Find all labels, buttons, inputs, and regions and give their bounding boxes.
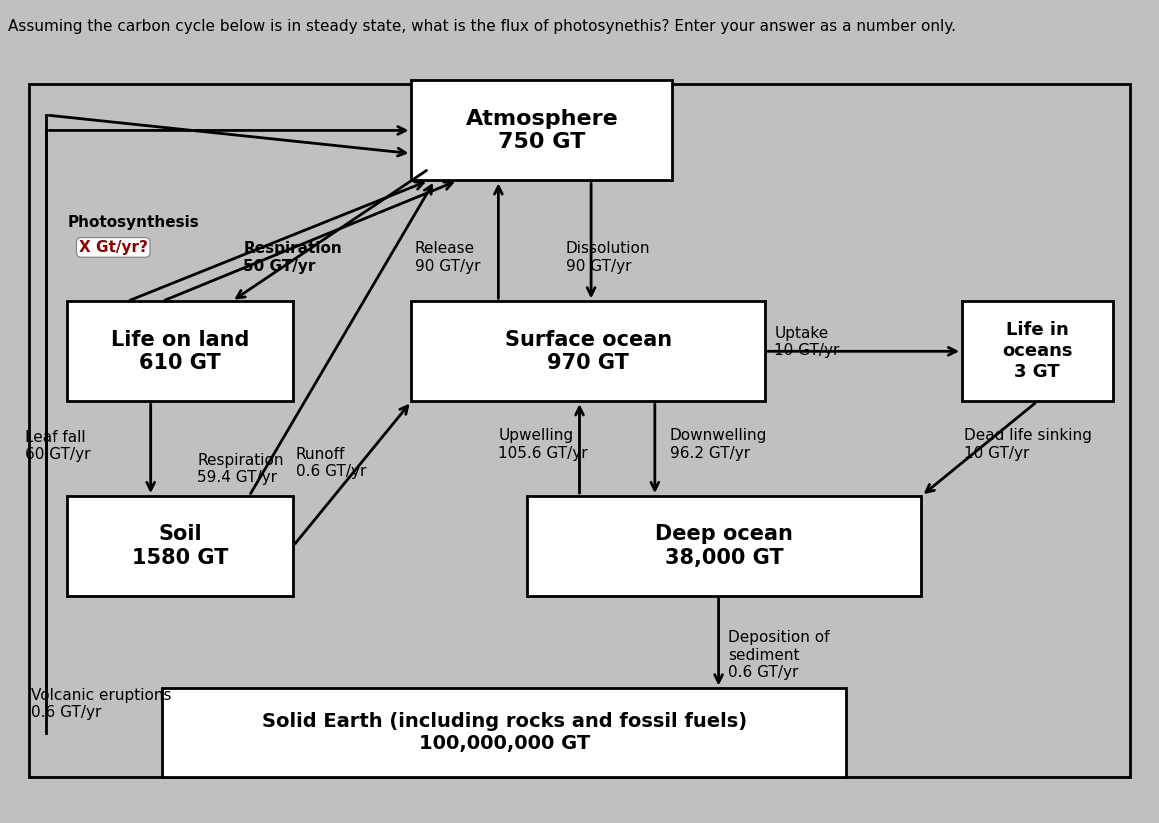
Text: Life in
oceans
3 GT: Life in oceans 3 GT: [1003, 322, 1072, 381]
Text: Deposition of
sediment
0.6 GT/yr: Deposition of sediment 0.6 GT/yr: [728, 630, 830, 680]
Text: Runoff
0.6 GT/yr: Runoff 0.6 GT/yr: [296, 447, 366, 479]
Text: Downwelling
96.2 GT/yr: Downwelling 96.2 GT/yr: [670, 428, 767, 461]
Text: Solid Earth (including rocks and fossil fuels)
100,000,000 GT: Solid Earth (including rocks and fossil …: [262, 712, 746, 753]
FancyBboxPatch shape: [962, 301, 1113, 402]
Text: Respiration
50 GT/yr: Respiration 50 GT/yr: [243, 241, 342, 273]
Text: Volcanic eruptions
0.6 GT/yr: Volcanic eruptions 0.6 GT/yr: [31, 687, 172, 720]
Text: Soil
1580 GT: Soil 1580 GT: [132, 524, 228, 568]
FancyBboxPatch shape: [411, 301, 765, 402]
Text: Respiration
59.4 GT/yr: Respiration 59.4 GT/yr: [197, 453, 284, 486]
FancyBboxPatch shape: [162, 688, 846, 777]
Text: Atmosphere
750 GT: Atmosphere 750 GT: [466, 109, 618, 152]
Text: Assuming the carbon cycle below is in steady state, what is the flux of photosyn: Assuming the carbon cycle below is in st…: [8, 19, 956, 35]
FancyBboxPatch shape: [527, 496, 921, 596]
Text: Release
90 GT/yr: Release 90 GT/yr: [415, 241, 481, 273]
Text: Photosynthesis: Photosynthesis: [67, 216, 199, 230]
FancyBboxPatch shape: [67, 496, 293, 596]
FancyBboxPatch shape: [411, 81, 672, 180]
FancyBboxPatch shape: [67, 301, 293, 402]
Text: Life on land
610 GT: Life on land 610 GT: [111, 330, 249, 373]
Text: Deep ocean
38,000 GT: Deep ocean 38,000 GT: [656, 524, 793, 568]
Text: Dead life sinking
10 GT/yr: Dead life sinking 10 GT/yr: [964, 428, 1092, 461]
Text: Surface ocean
970 GT: Surface ocean 970 GT: [504, 330, 672, 373]
Text: X Gt/yr?: X Gt/yr?: [79, 240, 147, 255]
Text: Uptake
10 GT/yr: Uptake 10 GT/yr: [774, 326, 839, 358]
Text: Dissolution
90 GT/yr: Dissolution 90 GT/yr: [566, 241, 650, 273]
Text: Leaf fall
60 GT/yr: Leaf fall 60 GT/yr: [25, 430, 92, 463]
Text: Upwelling
105.6 GT/yr: Upwelling 105.6 GT/yr: [498, 428, 588, 461]
